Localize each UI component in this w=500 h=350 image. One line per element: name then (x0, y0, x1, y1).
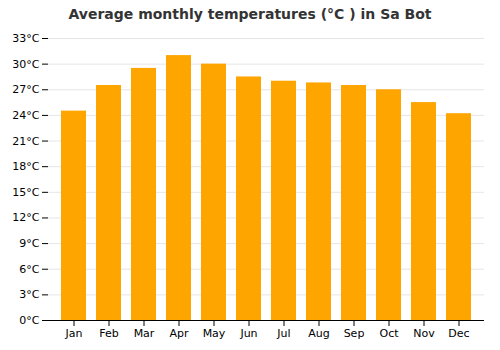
svg-text:Aug: Aug (308, 327, 329, 340)
svg-text:30°C: 30°C (12, 58, 39, 71)
svg-text:6°C: 6°C (19, 263, 39, 276)
svg-text:Feb: Feb (99, 327, 118, 340)
svg-text:Jul: Jul (276, 327, 290, 340)
svg-text:24°C: 24°C (12, 109, 39, 122)
svg-text:Dec: Dec (448, 327, 469, 340)
svg-text:Apr: Apr (169, 327, 189, 340)
svg-text:0°C: 0°C (19, 314, 39, 327)
svg-text:Sep: Sep (344, 327, 365, 340)
svg-text:Jan: Jan (65, 327, 83, 340)
svg-text:18°C: 18°C (12, 160, 39, 173)
svg-text:May: May (203, 327, 226, 340)
svg-text:15°C: 15°C (12, 186, 39, 199)
svg-text:27°C: 27°C (12, 83, 39, 96)
svg-text:3°C: 3°C (19, 288, 39, 301)
html-text:Average monthly temperatures (: Average monthly temperatures (°C ) in Sa… (68, 6, 432, 22)
svg-text:Jun: Jun (239, 327, 257, 340)
svg-text:21°C: 21°C (12, 135, 39, 148)
svg-text:Nov: Nov (413, 327, 435, 340)
svg-text:33°C: 33°C (12, 32, 39, 45)
svg-text:Oct: Oct (379, 327, 399, 340)
svg-text:12°C: 12°C (12, 211, 39, 224)
svg-text:Mar: Mar (134, 327, 155, 340)
svg-text:9°C: 9°C (19, 237, 39, 250)
